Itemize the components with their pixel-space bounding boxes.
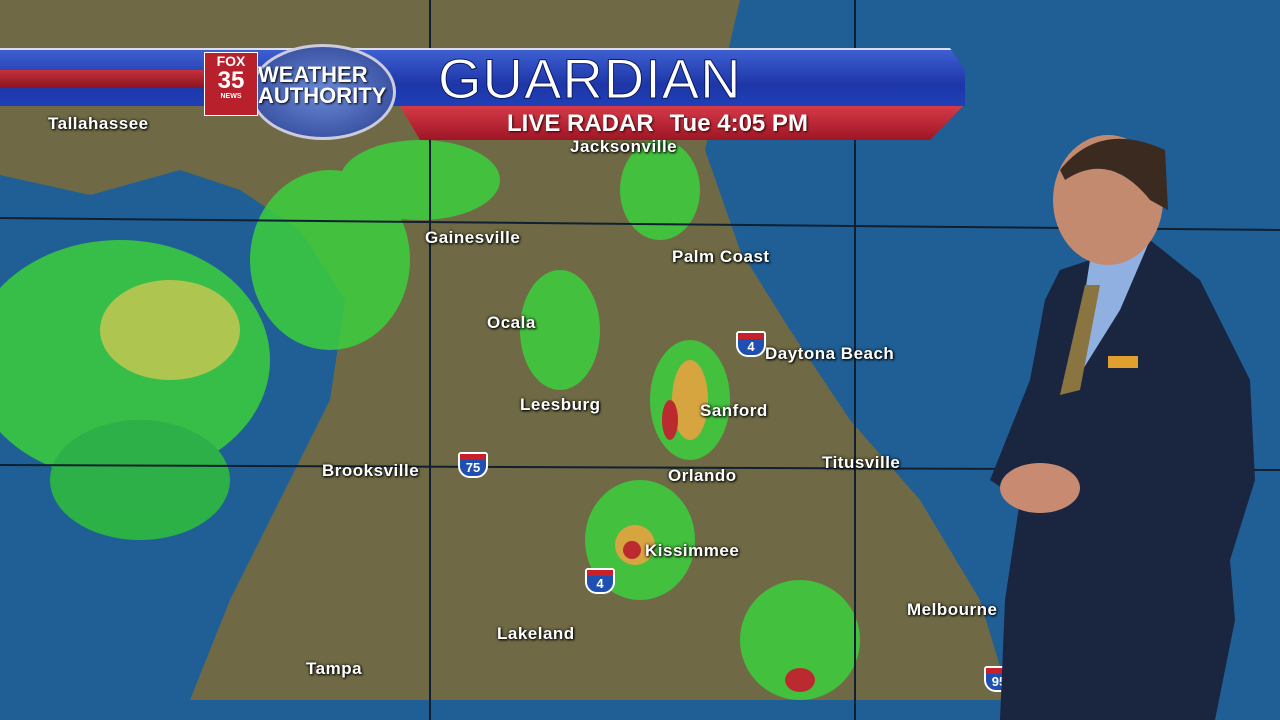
banner-red-bar [400,106,963,140]
city-label-lakeland: Lakeland [497,624,575,643]
logo-network: FOX [216,53,246,69]
city-label-jacksonville: Jacksonville [570,137,678,156]
globe-icon [250,44,396,140]
logo-channel: 35 [217,67,245,94]
presenter-suit [990,240,1255,720]
presenter-hands [1000,463,1080,513]
banner-title: GUARDIAN [438,47,742,111]
logo-wordmark: WEATHER AUTHORITY [258,62,387,108]
shield-number: 75 [465,460,481,475]
logo-line-2: AUTHORITY [258,83,387,108]
interstate-shield-75: 75 [458,452,488,478]
city-label-daytona-beach: Daytona Beach [765,344,895,363]
city-label-leesburg: Leesburg [520,395,601,414]
presenter-shirt [1070,240,1150,390]
presenter-hair [1060,138,1168,210]
live-radar-label: LIVE RADAR [507,110,654,137]
city-label-ocala: Ocala [487,313,536,332]
city-label-sanford: Sanford [700,401,768,420]
fox35-badge: FOX 35 NEWS [204,52,258,116]
presenter-tie [1060,285,1100,395]
logo-line-1: WEATHER [258,62,368,87]
banner-red-stripe [0,70,210,88]
city-label-brooksville: Brooksville [322,461,420,480]
timestamp: Tue 4:05 PM [669,110,808,137]
city-label-melbourne: Melbourne [907,600,998,619]
logo-news: NEWS [220,93,242,100]
city-label-kissimmee: Kissimmee [645,541,740,560]
fox35-weather-authority-logo: FOX 35 NEWS WEATHER AUTHORITY [200,42,410,140]
florida-land [0,0,1010,700]
city-label-gainesville: Gainesville [425,228,521,247]
shield-number: 4 [596,576,604,591]
interstate-shield-4: 4 [585,568,615,594]
banner-subtitle: LIVE RADAR Tue 4:05 PM [507,110,808,138]
city-label-tallahassee: Tallahassee [48,114,149,133]
city-label-palm-coast: Palm Coast [672,247,770,266]
city-label-tampa: Tampa [306,659,363,678]
city-label-titusville: Titusville [822,453,901,472]
city-label-orlando: Orlando [668,466,737,485]
presenter-pocket-square [1108,356,1138,368]
radar-echoes [0,140,860,700]
interstate-shield-4: 4 [736,331,766,357]
lower-third-banner: GUARDIAN LIVE RADAR Tue 4:05 PM FOX 35 NE… [0,42,970,142]
shield-number: 4 [747,339,755,354]
